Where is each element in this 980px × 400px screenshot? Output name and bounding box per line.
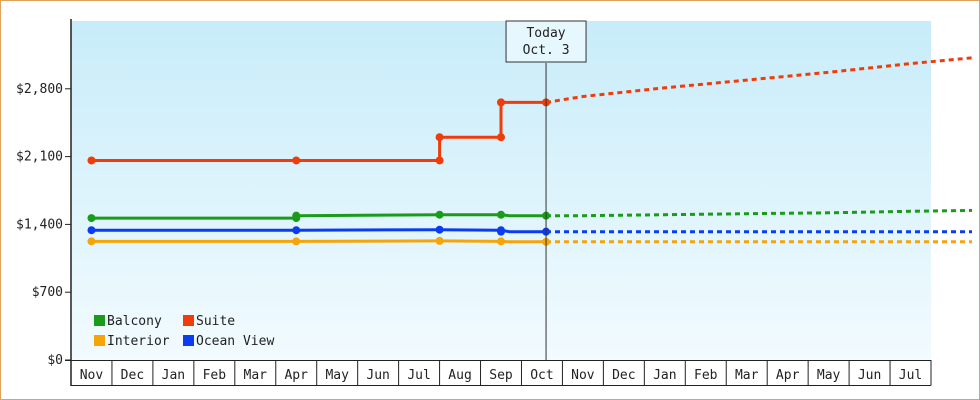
plot-area (71, 21, 931, 360)
x-tick-label: Nov (80, 368, 104, 383)
legend-swatch-interior (94, 335, 105, 346)
legend-label-ocean-view: Ocean View (196, 334, 274, 349)
x-tick-label: May (817, 368, 841, 383)
y-tick-label: $2,100 (16, 150, 63, 165)
series-suite-point-3 (435, 133, 444, 142)
x-tick-label: Dec (612, 368, 635, 383)
series-suite-point-1 (292, 156, 301, 165)
legend-swatch-balcony (94, 315, 105, 326)
x-tick-label: Jul (407, 368, 430, 383)
series-suite-forecast-line (545, 56, 973, 104)
series-interior-point-3 (497, 237, 505, 246)
y-tick-label: $2,800 (16, 82, 63, 97)
legend-label-balcony: Balcony (107, 314, 162, 329)
x-tick-label: Jan (162, 368, 185, 383)
legend-label-suite: Suite (196, 314, 235, 329)
today-label-box (505, 20, 587, 63)
series-balcony-point-4 (497, 210, 505, 219)
series-ocean-view-point-4 (497, 227, 505, 236)
y-tick-label: $1,400 (16, 217, 63, 232)
legend-swatch-suite (183, 315, 194, 326)
series-interior-point-1 (292, 237, 301, 246)
series-suite-point-2 (435, 156, 444, 165)
series-interior-line (91, 239, 546, 244)
x-tick-label: Feb (694, 368, 718, 383)
x-tick-label: Jan (653, 368, 676, 383)
x-tick-label: Jun (366, 368, 389, 383)
series-suite-point-4 (497, 133, 505, 142)
x-tick-label: Apr (284, 368, 308, 383)
series-balcony-forecast-line (546, 208, 973, 218)
x-tick-label: Jun (858, 368, 881, 383)
series-ocean-view-point-0 (87, 226, 96, 235)
series-suite-point-0 (87, 156, 96, 165)
series-balcony-point-2 (292, 211, 301, 220)
x-tick-label: Aug (448, 368, 471, 383)
legend-label-interior: Interior (107, 334, 170, 349)
series-balcony-point-0 (87, 214, 96, 223)
series-interior-point-2 (435, 236, 444, 245)
x-tick-label: Mar (735, 368, 759, 383)
series-ocean-view-line (91, 228, 546, 234)
x-tick-label: Oct (530, 368, 553, 383)
series-balcony-point-3 (435, 210, 444, 219)
series-ocean-view-point-1 (292, 226, 301, 235)
x-tick-label: Jul (899, 368, 922, 383)
x-tick-label: Sep (489, 368, 513, 383)
series-ocean-view-point-2 (435, 225, 444, 234)
today-label: Today (526, 26, 565, 41)
today-date-label: Oct. 3 (523, 43, 570, 58)
x-tick-label: Feb (203, 368, 227, 383)
y-tick-label: $0 (47, 353, 63, 368)
y-tick-label: $700 (32, 285, 63, 300)
legend-swatch-ocean-view (183, 335, 194, 346)
x-tick-label: Dec (121, 368, 144, 383)
x-tick-label: May (325, 368, 349, 383)
series-suite-point-5 (497, 98, 505, 107)
x-tick-label: Apr (776, 368, 800, 383)
x-tick-label: Nov (571, 368, 595, 383)
series-interior-point-0 (87, 237, 96, 246)
x-tick-label: Mar (244, 368, 268, 383)
